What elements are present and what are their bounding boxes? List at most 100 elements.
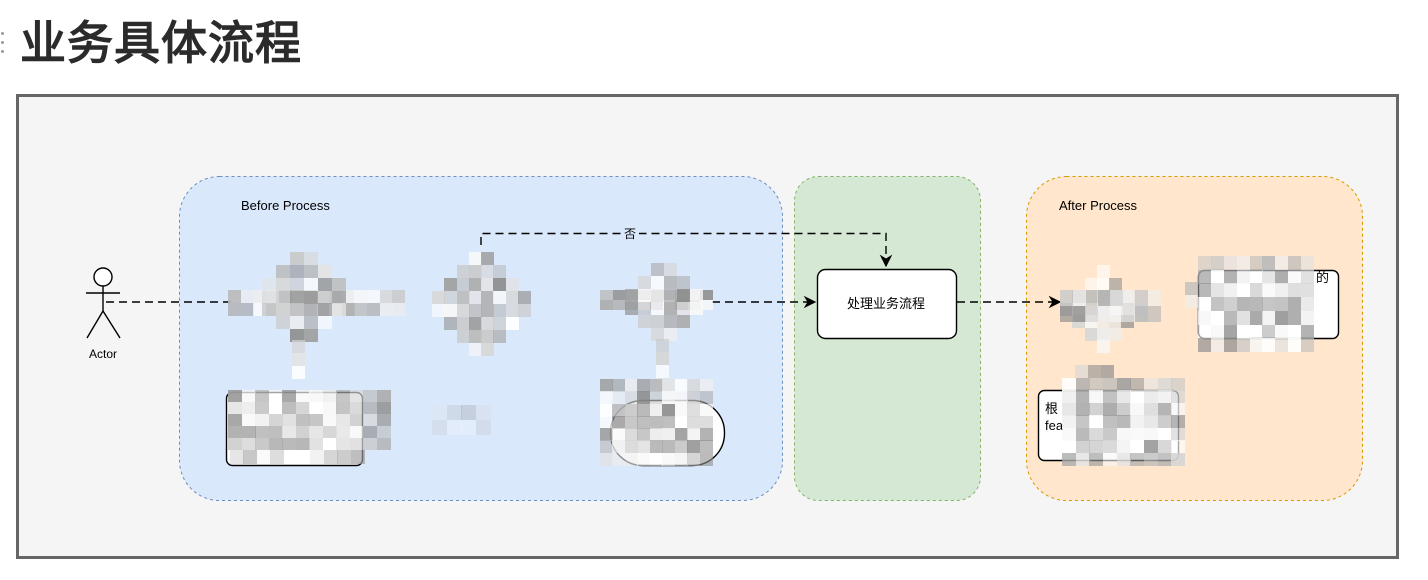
mosaic-cell bbox=[662, 440, 675, 453]
mosaic-cell bbox=[481, 252, 494, 265]
mosaic-cell bbox=[493, 278, 506, 291]
mosaic-cell bbox=[242, 414, 256, 426]
mosaic-cell bbox=[1109, 278, 1122, 291]
mosaic-cell bbox=[1224, 325, 1237, 339]
mosaic-cell bbox=[662, 453, 675, 466]
mosaic-cell bbox=[493, 317, 506, 330]
mosaic-cell bbox=[700, 428, 713, 441]
mosaic-cell bbox=[1301, 283, 1314, 297]
mosaic-cell bbox=[1117, 440, 1131, 453]
mosaic-cell bbox=[1148, 306, 1161, 322]
mosaic-cell bbox=[675, 379, 688, 392]
mosaic-cell bbox=[323, 390, 337, 402]
mosaic-cell bbox=[363, 438, 377, 450]
mosaic-cell bbox=[269, 390, 283, 402]
mosaic-cell bbox=[690, 289, 703, 302]
mosaic-cell bbox=[675, 404, 688, 417]
mosaic-cell bbox=[457, 317, 470, 330]
mosaic-cell bbox=[1117, 378, 1131, 391]
mosaic-cell bbox=[1144, 428, 1158, 441]
mosaic-cell bbox=[638, 315, 651, 328]
mosaic-cell bbox=[687, 453, 700, 466]
mosaic-cell bbox=[1130, 453, 1144, 466]
mosaic-cell bbox=[350, 426, 364, 438]
mosaic-cell bbox=[1275, 256, 1288, 270]
mosaic-cell bbox=[600, 391, 613, 404]
mosaic-cell bbox=[1262, 256, 1275, 270]
mosaic-cell bbox=[318, 291, 332, 304]
mosaic-cell bbox=[392, 290, 405, 303]
mosaic-cell bbox=[625, 440, 638, 453]
mosaic-cell bbox=[651, 276, 664, 289]
mosaic-cell bbox=[481, 265, 494, 278]
mosaic-cell bbox=[290, 329, 304, 342]
mosaic-cell bbox=[687, 428, 700, 441]
mosaic-cell bbox=[290, 265, 304, 278]
mosaic-cell bbox=[323, 426, 337, 438]
mosaic-cell bbox=[336, 438, 350, 450]
mosaic-cell bbox=[1117, 453, 1131, 466]
mosaic-cell bbox=[1076, 390, 1090, 403]
mosaic-cell bbox=[337, 450, 351, 464]
mosaic-cell bbox=[354, 303, 367, 316]
mosaic-cell bbox=[469, 265, 482, 278]
mosaic-cell bbox=[700, 404, 713, 417]
mosaic-cell bbox=[625, 416, 638, 429]
mosaic-cell bbox=[392, 303, 405, 316]
mosaic-cell bbox=[651, 302, 664, 315]
mosaic-cell bbox=[1103, 453, 1117, 466]
mosaic-cell bbox=[432, 420, 447, 435]
obscured-faint-label bbox=[432, 405, 491, 435]
mosaic-cell bbox=[304, 291, 318, 304]
mosaic-cell bbox=[1117, 415, 1131, 428]
mosaic-cell bbox=[304, 265, 318, 278]
mosaic-cell bbox=[1198, 297, 1211, 311]
mosaic-cell bbox=[1076, 453, 1090, 466]
mosaic-cell bbox=[1237, 325, 1250, 339]
mosaic-cell bbox=[1237, 338, 1250, 352]
mosaic-cell bbox=[304, 329, 318, 342]
mosaic-cell bbox=[687, 440, 700, 453]
mosaic-cell bbox=[1103, 390, 1117, 403]
mosaic-cell bbox=[662, 404, 675, 417]
mosaic-cell bbox=[1262, 297, 1275, 311]
loop-label: 否 bbox=[624, 227, 636, 241]
mosaic-cell bbox=[1158, 453, 1172, 466]
mosaic-cell bbox=[1158, 403, 1172, 416]
mosaic-cell bbox=[1060, 290, 1073, 306]
mosaic-cell bbox=[269, 414, 283, 426]
mosaic-cell bbox=[656, 352, 669, 365]
mosaic-cell bbox=[1097, 340, 1110, 353]
mosaic-cell bbox=[656, 365, 669, 378]
mosaic-cell bbox=[367, 303, 380, 316]
mosaic-cell bbox=[296, 402, 310, 414]
mosaic-cell bbox=[687, 391, 700, 404]
heading-anchor-icon bbox=[1, 32, 6, 58]
mosaic-cell bbox=[309, 438, 323, 450]
mosaic-cell bbox=[1211, 325, 1224, 339]
mosaic-cell bbox=[600, 379, 613, 392]
mosaic-cell bbox=[1250, 325, 1263, 339]
mosaic-cell bbox=[290, 303, 304, 316]
mosaic-cell bbox=[228, 438, 242, 450]
mosaic-cell bbox=[318, 265, 332, 278]
stick-figure-icon bbox=[86, 267, 121, 339]
mosaic-cell bbox=[612, 440, 625, 453]
mosaic-cell bbox=[1101, 365, 1114, 378]
mosaic-cell bbox=[1110, 290, 1123, 306]
mosaic-cell bbox=[613, 290, 626, 300]
mosaic-cell bbox=[1103, 428, 1117, 441]
mosaic-cell bbox=[461, 405, 476, 420]
mosaic-cell bbox=[1250, 338, 1263, 352]
mosaic-cell bbox=[336, 402, 350, 414]
mosaic-cell bbox=[700, 290, 713, 300]
obscured-step-node bbox=[600, 263, 713, 391]
mosaic-cell bbox=[457, 265, 470, 278]
mosaic-cell bbox=[493, 291, 506, 304]
loop-label-background bbox=[621, 225, 639, 241]
mosaic-cell bbox=[1076, 378, 1090, 391]
mosaic-cell bbox=[675, 440, 688, 453]
mosaic-cell bbox=[296, 426, 310, 438]
mosaic-cell bbox=[687, 404, 700, 417]
mosaic-cell bbox=[363, 426, 377, 438]
